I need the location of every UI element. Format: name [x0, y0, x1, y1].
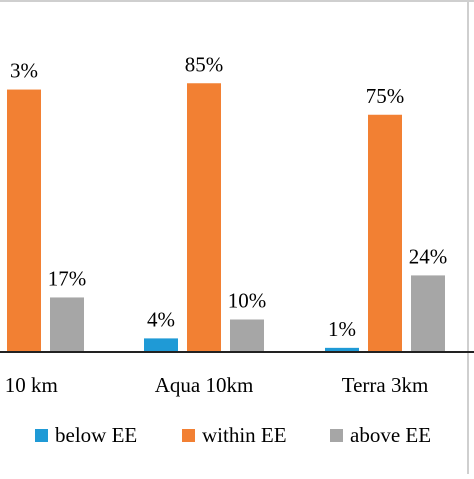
bar-below-2	[325, 347, 359, 351]
data-label-within-2: 75%	[366, 84, 405, 108]
data-label-below-1: 4%	[147, 307, 175, 331]
bar-within-2	[368, 114, 402, 351]
bar-above-2	[411, 275, 445, 351]
legend-label-below: below EE	[55, 422, 138, 447]
category-label-0: a 10 km	[0, 373, 58, 397]
bar-within-0	[7, 89, 41, 352]
data-label-above-0: 17%	[48, 266, 87, 290]
bars-layer	[7, 83, 445, 352]
category-tick-labels: a 10 km Aqua 10km Terra 3km	[0, 373, 428, 397]
bar-within-1	[187, 83, 221, 351]
category-label-1: Aqua 10km	[155, 373, 254, 397]
bar-below-1	[144, 338, 178, 351]
below-ee-swatch	[35, 428, 48, 442]
above-ee-swatch	[330, 428, 343, 442]
bar-above-1	[230, 319, 264, 351]
legend-item-below: below EE	[35, 420, 137, 450]
legend-label-within: within EE	[202, 422, 287, 447]
category-label-2: Terra 3km	[342, 373, 429, 397]
data-label-above-1: 10%	[228, 289, 267, 313]
legend-item-within: within EE	[182, 420, 287, 450]
data-label-below-2: 1%	[328, 317, 356, 341]
data-label-within-0: 3%	[10, 59, 38, 83]
data-label-above-2: 24%	[409, 244, 448, 268]
data-labels-layer: 4% 1% 3% 85% 75% 17% 10% 24%	[10, 52, 447, 341]
bar-above-0	[50, 297, 84, 351]
legend: below EE within EE above EE	[0, 420, 474, 450]
legend-item-above: above EE	[330, 420, 431, 450]
legend-label-above: above EE	[350, 422, 432, 447]
within-ee-swatch	[182, 428, 195, 442]
data-label-within-1: 85%	[185, 52, 224, 76]
